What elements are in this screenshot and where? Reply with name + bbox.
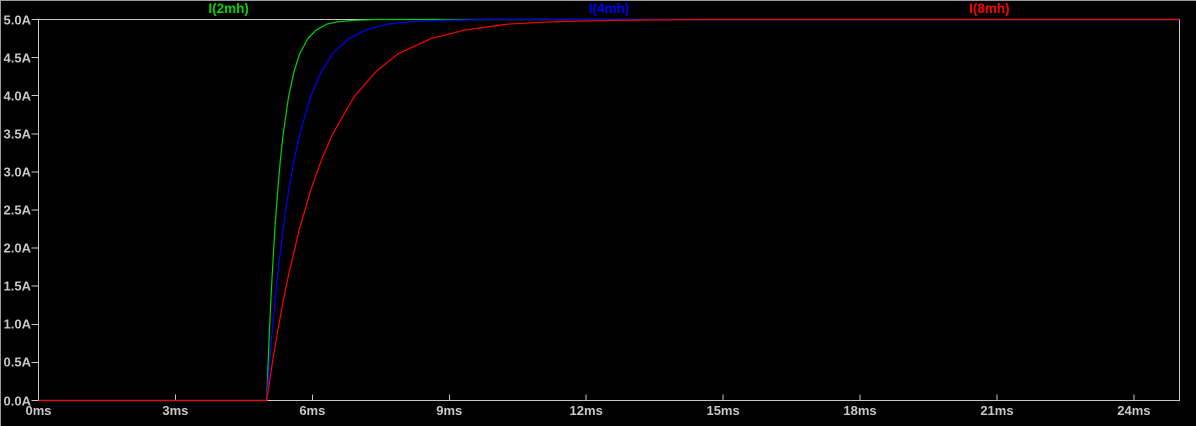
x-axis-tick-label: 12ms [569, 403, 603, 418]
y-axis-tick-label: 4.5A [3, 50, 31, 66]
y-axis-tick-label: 2.0A [3, 240, 31, 256]
x-axis-tick-label: 9ms [436, 403, 463, 418]
x-axis-tick-label: 24ms [1117, 403, 1151, 418]
x-axis-tick-label: 6ms [299, 403, 326, 418]
y-axis-tick-label: 3.0A [3, 164, 31, 180]
x-axis-tick-label: 0ms [25, 403, 52, 418]
y-axis-tick-label: 1.5A [3, 278, 31, 294]
x-axis-tick-label: 15ms [706, 403, 740, 418]
plot-border [38, 19, 1180, 401]
y-axis-tick-label: 0.5A [3, 354, 31, 370]
y-axis-tick-label: 3.5A [3, 126, 31, 142]
y-axis-tick-label: 1.0A [3, 316, 31, 332]
trace-I(8mh)[interactable] [38, 18, 1180, 402]
y-axis-tick-label: 0.0A [3, 393, 31, 408]
x-axis-tick-label: 18ms [843, 403, 877, 418]
y-axis-tick-label: 2.5A [3, 202, 31, 218]
trace-legend-label-I(2mh)[interactable]: I(2mh) [208, 1, 249, 16]
trace-I(2mh)[interactable] [38, 18, 1180, 402]
x-axis-tick-label: 3ms [162, 403, 189, 418]
window-border-left [0, 0, 1, 426]
trace-I(4mh)[interactable] [38, 18, 1180, 402]
window-border-top [0, 0, 1196, 1]
x-axis-tick-label: 21ms [980, 403, 1014, 418]
trace-legend-label-I(4mh)[interactable]: I(4mh) [588, 1, 630, 16]
y-axis-tick-label: 5.0A [3, 12, 31, 27]
trace-legend-label-I(8mh)[interactable]: I(8mh) [969, 1, 1010, 16]
y-axis-tick-label: 4.0A [3, 88, 31, 104]
